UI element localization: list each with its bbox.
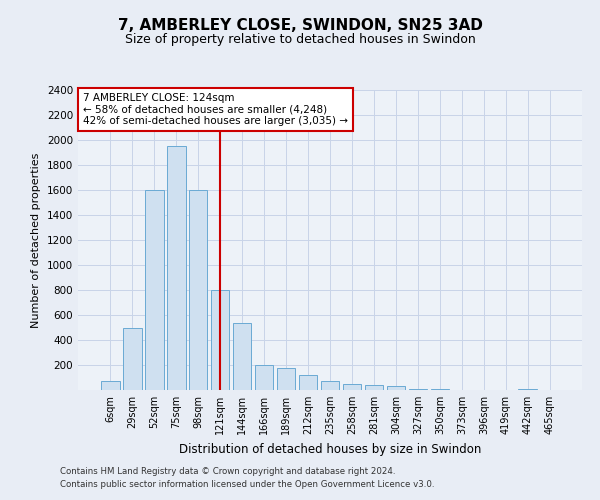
Bar	[299, 375, 317, 390]
Bar	[255, 365, 274, 390]
X-axis label: Distribution of detached houses by size in Swindon: Distribution of detached houses by size …	[179, 442, 481, 456]
Bar	[365, 385, 383, 390]
Text: Contains public sector information licensed under the Open Government Licence v3: Contains public sector information licen…	[60, 480, 434, 489]
Text: Size of property relative to detached houses in Swindon: Size of property relative to detached ho…	[125, 32, 475, 46]
Bar	[409, 389, 427, 390]
Bar	[320, 380, 340, 390]
Text: Contains HM Land Registry data © Crown copyright and database right 2024.: Contains HM Land Registry data © Crown c…	[60, 467, 395, 476]
Bar	[343, 384, 361, 390]
Bar	[386, 386, 405, 390]
Bar	[123, 328, 142, 390]
Bar	[233, 322, 251, 390]
Bar	[277, 368, 295, 390]
Bar	[145, 190, 164, 390]
Bar	[167, 146, 185, 390]
Bar	[211, 290, 229, 390]
Bar	[101, 380, 119, 390]
Y-axis label: Number of detached properties: Number of detached properties	[31, 152, 41, 328]
Text: 7 AMBERLEY CLOSE: 124sqm
← 58% of detached houses are smaller (4,248)
42% of sem: 7 AMBERLEY CLOSE: 124sqm ← 58% of detach…	[83, 93, 348, 126]
Text: 7, AMBERLEY CLOSE, SWINDON, SN25 3AD: 7, AMBERLEY CLOSE, SWINDON, SN25 3AD	[118, 18, 482, 32]
Bar	[189, 190, 208, 390]
